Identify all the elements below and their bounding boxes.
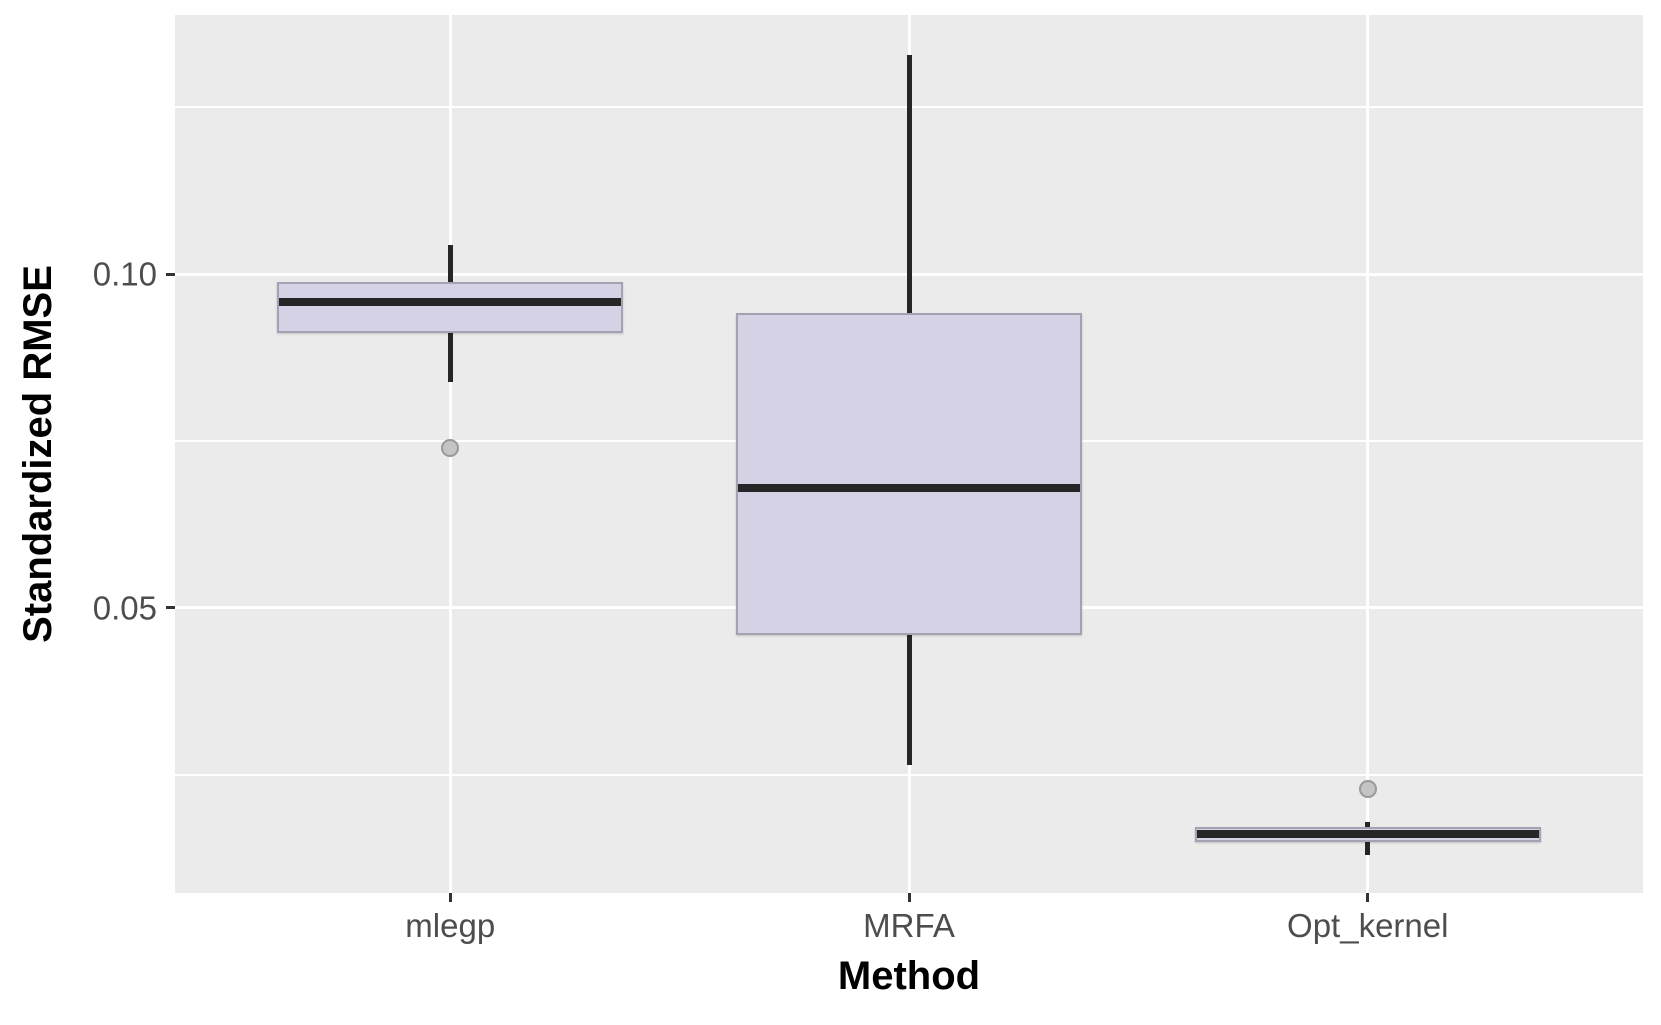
upper-whisker-Opt_kernel bbox=[1365, 821, 1371, 827]
outlier-point-mlegp bbox=[441, 438, 460, 457]
box-mlegp bbox=[277, 282, 624, 333]
median-MRFA bbox=[738, 483, 1080, 492]
median-mlegp bbox=[279, 298, 622, 307]
outlier-point-Opt_kernel bbox=[1358, 779, 1377, 798]
x-tick-label-MRFA: MRFA bbox=[863, 907, 955, 944]
y-tick-mark bbox=[166, 272, 175, 276]
lower-whisker-mlegp bbox=[447, 332, 453, 383]
y-tick-label: 0.10 bbox=[92, 255, 157, 293]
x-tick-mark bbox=[448, 893, 452, 902]
x-tick-label-mlegp: mlegp bbox=[405, 907, 496, 944]
lower-whisker-MRFA bbox=[906, 634, 912, 765]
x-tick-mark bbox=[1366, 893, 1370, 902]
y-tick-mark bbox=[166, 606, 175, 610]
y-axis-title: Standardized RMSE bbox=[16, 265, 60, 643]
lower-whisker-Opt_kernel bbox=[1365, 841, 1371, 855]
x-tick-label-Opt_kernel: Opt_kernel bbox=[1287, 907, 1449, 944]
x-axis-title: Method bbox=[837, 954, 981, 998]
y-tick-label: 0.05 bbox=[92, 589, 157, 627]
box-MRFA bbox=[736, 312, 1082, 635]
median-Opt_kernel bbox=[1196, 829, 1539, 838]
category-gridline-Opt_kernel bbox=[1366, 15, 1370, 893]
upper-whisker-MRFA bbox=[906, 55, 912, 313]
upper-whisker-mlegp bbox=[447, 245, 453, 283]
x-tick-mark bbox=[907, 893, 911, 902]
